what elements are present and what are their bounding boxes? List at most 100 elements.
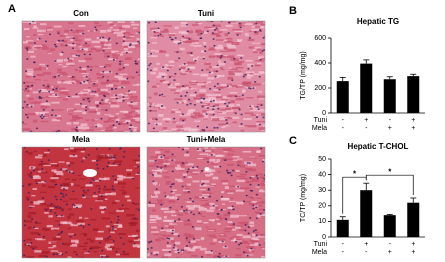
nucleus (89, 247, 92, 250)
cytoplasm (118, 122, 122, 125)
cytoplasm (130, 21, 135, 23)
nucleus (55, 214, 58, 217)
cytoplasm (227, 46, 237, 49)
cytoplasm (115, 118, 120, 122)
nucleus (239, 26, 242, 29)
cytoplasm (218, 217, 222, 221)
cytoplasm (60, 44, 68, 47)
nucleus (82, 226, 85, 228)
nucleus (200, 97, 203, 100)
cytoplasm (74, 39, 82, 42)
cytoplasm (196, 148, 202, 152)
cytoplasm (262, 158, 265, 162)
cytoplasm (199, 189, 206, 191)
nucleus (191, 200, 195, 203)
cytoplasm (32, 176, 41, 180)
cytoplasm (86, 65, 94, 68)
cytoplasm (118, 77, 127, 81)
cytoplasm (183, 153, 190, 157)
cytoplasm (225, 190, 235, 193)
nucleus (122, 96, 125, 98)
cytoplasm (47, 185, 56, 189)
cytoplasm (247, 163, 257, 167)
cytoplasm (182, 250, 192, 254)
cytoplasm (188, 205, 196, 207)
nucleus (174, 72, 177, 75)
cytoplasm (226, 43, 236, 47)
cytoplasm (261, 216, 265, 219)
cytoplasm (82, 67, 87, 71)
cytoplasm (54, 60, 63, 63)
cytoplasm (53, 25, 62, 28)
cytoplasm (201, 85, 206, 88)
image-border (21, 146, 141, 259)
cytoplasm (69, 198, 78, 200)
cytoplasm (196, 220, 202, 223)
nucleus (105, 255, 109, 258)
nucleus (216, 213, 219, 215)
cytoplasm (163, 235, 171, 237)
cytoplasm (189, 244, 194, 248)
cytoplasm (230, 58, 239, 62)
cytoplasm (110, 96, 119, 98)
cytoplasm (197, 115, 205, 118)
nucleus (166, 69, 169, 72)
cytoplasm (123, 93, 133, 96)
nucleus (164, 165, 167, 167)
cytoplasm (123, 131, 133, 132)
cytoplasm (150, 37, 158, 39)
nucleus (216, 82, 219, 85)
cytoplasm (191, 116, 198, 119)
cytoplasm (34, 250, 42, 253)
cytoplasm (251, 42, 261, 44)
cytoplasm (233, 240, 243, 242)
cytoplasm (112, 100, 119, 102)
cytoplasm (203, 157, 210, 160)
nucleus (160, 167, 163, 169)
nucleus (87, 97, 90, 100)
cytoplasm (179, 47, 185, 51)
cytoplasm (80, 123, 88, 127)
cytoplasm (163, 25, 172, 27)
nucleus (178, 218, 181, 220)
cytoplasm (220, 69, 225, 71)
cytoplasm (138, 73, 140, 76)
cytoplasm (60, 89, 69, 91)
error-bar (339, 216, 346, 220)
cytoplasm (198, 154, 208, 157)
cytoplasm (172, 108, 179, 111)
cytoplasm (68, 109, 76, 112)
cytoplasm (117, 99, 122, 102)
cytoplasm (83, 44, 91, 47)
cytoplasm (254, 73, 260, 76)
cytoplasm (254, 205, 259, 207)
cytoplasm (85, 97, 94, 99)
cytoplasm (157, 157, 165, 159)
nucleus (160, 203, 163, 206)
cytoplasm (195, 40, 200, 42)
nucleus (221, 240, 224, 243)
cytoplasm (179, 169, 185, 172)
nucleus (155, 118, 158, 121)
cytoplasm (149, 102, 153, 106)
cytoplasm (249, 239, 254, 242)
nucleus (82, 189, 85, 192)
cytoplasm (111, 80, 120, 83)
cytoplasm (108, 212, 117, 214)
nucleus (227, 32, 230, 34)
nucleus (168, 250, 171, 253)
cytoplasm (104, 64, 112, 68)
cytoplasm (23, 27, 30, 31)
cytoplasm (192, 73, 200, 76)
cytoplasm (202, 98, 211, 102)
nucleus (25, 113, 28, 116)
treatment-sign: - (389, 117, 392, 124)
cytoplasm (209, 206, 216, 210)
cytoplasm (176, 220, 183, 223)
cytoplasm (180, 72, 187, 76)
nucleus (121, 86, 124, 89)
cytoplasm (179, 39, 187, 43)
cytoplasm (103, 52, 111, 55)
nucleus (212, 38, 215, 41)
